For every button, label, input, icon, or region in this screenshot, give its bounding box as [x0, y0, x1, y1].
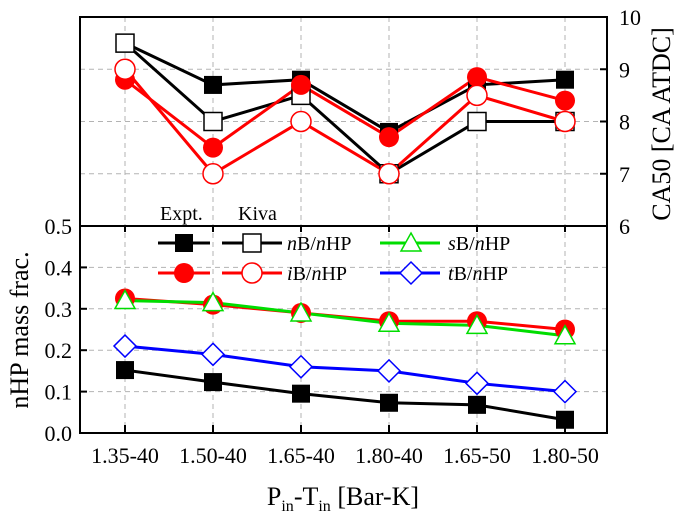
top-ib-nhp-expt-point-2 [291, 74, 311, 95]
x-axis-label-sub-in-1: in [281, 498, 293, 515]
top-nb-nhp-kiva-line [124, 42, 565, 176]
legend-label-sb-pre: s [448, 233, 456, 255]
legend-label-nb-nhp: nB/nHP [287, 233, 351, 255]
top-y-tick-label-2: 8 [619, 110, 630, 135]
top-y-tick-label-3: 9 [619, 57, 630, 82]
bottom-tb-nhp-kiva-point-2 [288, 354, 314, 379]
bottom-sb-nhp-kiva-line [124, 299, 566, 338]
bottom-sb-nhp-kiva-point-1 [201, 291, 225, 312]
legend-marker-tb-kiva [398, 260, 424, 286]
legend-label-nb-pre: n [287, 233, 297, 255]
legend-label-ib-mid: B/ [293, 263, 312, 285]
bottom-tb-nhp-kiva-point-3 [376, 358, 402, 383]
legend-header-expt: Expt. [160, 203, 203, 225]
top-ib-nhp-kiva-point-3 [378, 163, 400, 185]
bottom-tb-nhp-kiva-point-0 [112, 333, 138, 359]
legend-label-tb-nhp: tB/nHP [448, 263, 508, 285]
x-tick-label-1: 1.50-40 [179, 443, 247, 468]
top-ib-nhp-kiva-point-1 [202, 163, 224, 185]
series-layer [112, 33, 578, 429]
x-tick-label-3: 1.80-40 [355, 443, 423, 468]
top-ib-nhp-kiva-point-2 [290, 110, 312, 133]
x-tick-label-5: 1.80-50 [531, 443, 599, 468]
legend-label-ib-pre: i [287, 263, 293, 285]
bottom-nb-nhp-expt-point-0 [116, 361, 134, 380]
top-ib-nhp-expt-point-1 [203, 137, 223, 158]
top-ib-nhp-kiva-point-0 [114, 58, 136, 80]
top-nb-nhp-expt-point-5 [556, 70, 574, 89]
x-axis-label: Pin-Tin [Bar-K] [267, 482, 419, 515]
bottom-nb-nhp-expt-point-2 [292, 384, 310, 403]
top-nb-nhp-expt-line [124, 41, 566, 134]
top-nb-nhp-kiva-point-0 [115, 33, 135, 53]
legend-label-tb-pre: t [448, 263, 454, 285]
legend-marker-ib-kiva [241, 262, 263, 284]
top-nb-nhp-kiva-point-4 [467, 111, 487, 132]
legend-label-nb-mid: B/ [297, 233, 316, 255]
legend-label-nb-italic2: n [316, 233, 326, 255]
bottom-y-tick-label-1: 0.1 [45, 380, 73, 405]
legend-label-ib-italic2: n [311, 263, 321, 285]
legend-header-kiva: Kiva [238, 203, 277, 225]
x-tick-label-4: 1.65-50 [443, 443, 511, 468]
legend-marker-sb-kiva [399, 231, 423, 252]
bottom-tb-nhp-kiva-line [124, 344, 566, 394]
legend-label-ib-nhp: iB/nHP [287, 263, 347, 285]
bottom-y-axis-label: nHP mass frac. [5, 251, 34, 408]
x-axis-label-t: -T [294, 482, 319, 511]
bottom-nb-nhp-expt-point-1 [204, 373, 222, 392]
bottom-y-tick-label-4: 0.4 [45, 255, 73, 280]
bottom-nb-nhp-expt-point-4 [468, 395, 486, 414]
x-tick-label-0: 1.35-40 [91, 443, 159, 468]
bottom-tb-nhp-kiva-point-4 [464, 371, 490, 396]
top-ib-nhp-expt-point-4 [467, 67, 487, 88]
x-axis-label-sub-in-2: in [318, 498, 330, 515]
legend-marker-nb-expt [175, 234, 193, 252]
top-ib-nhp-kiva-point-4 [466, 84, 488, 107]
x-tick-label-2: 1.65-40 [267, 443, 335, 468]
top-nb-nhp-expt-point-1 [204, 75, 222, 94]
legend-label-tb-italic2: n [472, 263, 482, 285]
legend: Expt. Kiva nB/nHP sB/nHP iB/nHP tB/nHP [158, 203, 510, 286]
bottom-y-tick-label-5: 0.5 [45, 214, 73, 239]
bottom-tb-nhp-kiva-point-5 [552, 379, 578, 404]
top-y-tick-label-4: 10 [619, 5, 641, 30]
bottom-sb-nhp-kiva-point-4 [465, 313, 489, 335]
x-axis-label-units: [Bar-K] [331, 482, 419, 511]
x-axis-label-p: P [267, 482, 281, 511]
top-nb-nhp-kiva-point-1 [203, 111, 223, 132]
legend-label-ib-post: HP [321, 263, 347, 285]
bottom-sb-nhp-kiva-point-2 [289, 301, 313, 322]
tick-layer: 1.35-40 1.50-40 1.65-40 1.80-40 1.65-50 1.80-… [45, 5, 642, 468]
top-y-axis-label: CA50 [CA ATDC] [647, 27, 676, 221]
bottom-nb-nhp-expt-point-3 [380, 393, 398, 412]
bottom-sb-nhp-kiva-point-3 [377, 311, 401, 333]
bottom-sb-nhp-kiva-point-0 [113, 288, 137, 310]
legend-marker-nb-kiva [242, 233, 262, 253]
top-ib-nhp-expt-point-5 [555, 90, 575, 111]
legend-label-tb-mid: B/ [454, 263, 473, 285]
legend-marker-ib-expt [174, 263, 194, 283]
top-ib-nhp-kiva-point-5 [554, 110, 576, 133]
top-y-tick-label-1: 7 [619, 162, 630, 187]
top-y-tick-label-0: 6 [619, 214, 630, 239]
bottom-y-tick-label-3: 0.3 [45, 297, 73, 322]
top-ib-nhp-expt-point-3 [379, 127, 399, 148]
legend-label-sb-italic2: n [475, 233, 485, 255]
top-ib-nhp-kiva-line [123, 68, 566, 176]
bottom-nb-nhp-expt-line [124, 368, 566, 422]
bottom-sb-nhp-kiva-point-5 [553, 324, 577, 345]
top-ib-nhp-expt-line [124, 75, 566, 150]
bottom-tb-nhp-kiva-point-1 [200, 342, 226, 367]
legend-label-sb-nhp: sB/nHP [448, 233, 510, 255]
bottom-nb-nhp-expt-point-5 [556, 410, 574, 429]
legend-label-sb-mid: B/ [456, 233, 475, 255]
legend-label-nb-post: HP [326, 233, 352, 255]
bottom-y-tick-label-2: 0.2 [45, 338, 73, 363]
legend-label-tb-post: HP [482, 263, 508, 285]
legend-label-sb-post: HP [485, 233, 511, 255]
bottom-y-tick-label-0: 0.0 [45, 421, 73, 446]
